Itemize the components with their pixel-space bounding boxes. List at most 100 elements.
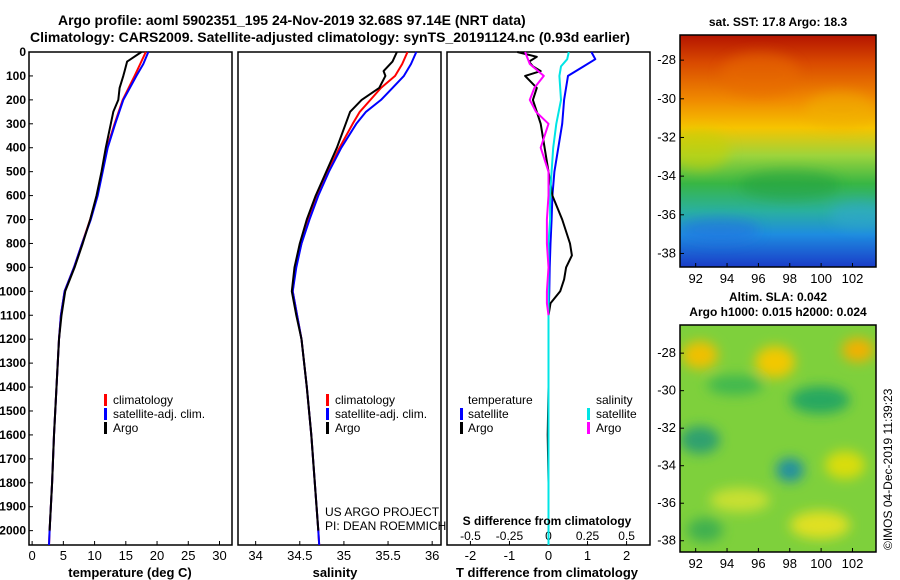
s-diff-tick-label: -0.5 xyxy=(460,529,481,543)
legend-s-satellite-swatch xyxy=(587,408,590,420)
salinity-difference-xlabel: S difference from climatology xyxy=(463,514,632,528)
credit-pi: PI: DEAN ROEMMICH xyxy=(325,519,446,533)
legend-argo-label: Argo xyxy=(113,421,139,435)
temperature-xlabel: temperature (deg C) xyxy=(68,565,192,580)
depth-tick-label: 1000 xyxy=(0,284,26,298)
depth-tick-label: 1700 xyxy=(0,452,26,466)
map-y-tick-label: -30 xyxy=(657,91,676,106)
depth-tick-label: 800 xyxy=(6,236,26,250)
sst-texture xyxy=(680,53,876,242)
x-tick-label: 36 xyxy=(425,548,439,563)
depth-tick-label: 200 xyxy=(6,93,26,107)
series-argo xyxy=(290,51,398,531)
temperature-legend: climatology satellite-adj. clim. Argo xyxy=(104,393,205,435)
legend-t-satellite-swatch xyxy=(460,408,463,420)
legend-climatology-label: climatology xyxy=(335,393,395,407)
depth-tick-label: 400 xyxy=(6,141,26,155)
x-tick-label: 30 xyxy=(212,548,226,563)
x-tick-label: 2 xyxy=(623,548,630,563)
difference-panel: -2 -1 0 1 2 -0.5 -0.25 0 0.25 0.5 temperature sa… xyxy=(446,51,651,580)
salinity-xlabel: salinity xyxy=(313,565,359,580)
sst-map-frame xyxy=(679,34,877,268)
map-x-tick-label: 102 xyxy=(842,271,864,286)
difference-legend-salinity: salinity satellite Argo xyxy=(587,393,637,435)
depth-tick-label: 1500 xyxy=(0,404,26,418)
x-tick-label: 0 xyxy=(545,548,552,563)
s-diff-tick-label: 0.25 xyxy=(576,529,600,543)
x-tick-label: 20 xyxy=(150,548,164,563)
depth-tick-label: 1300 xyxy=(0,356,26,370)
credit-project: US ARGO PROJECT xyxy=(325,505,440,519)
map-y-tick-label: -28 xyxy=(657,52,676,67)
temperature-axes-frame xyxy=(28,51,233,546)
depth-tick-label: 900 xyxy=(6,260,26,274)
x-tick-label: 35.5 xyxy=(375,548,400,563)
legend-satellite-label: satellite-adj. clim. xyxy=(335,407,427,421)
map-x-tick-label: 98 xyxy=(783,556,797,571)
salinity-legend: climatology satellite-adj. clim. Argo xyxy=(326,393,427,435)
sla-map-subtitle: Argo h1000: 0.015 h2000: 0.024 xyxy=(689,305,867,319)
map-x-tick-label: 94 xyxy=(720,271,734,286)
legend-climatology-swatch xyxy=(326,394,329,406)
map-y-tick-label: -36 xyxy=(657,207,676,222)
x-tick-label: 34 xyxy=(248,548,262,563)
depth-tick-label: 1900 xyxy=(0,500,26,514)
imos-credit: ©IMOS 04-Dec-2019 11:39:23 xyxy=(881,388,895,550)
map-y-tick-label: -38 xyxy=(657,533,676,548)
map-x-tick-label: 100 xyxy=(810,271,832,286)
title-line-2: Climatology: CARS2009. Satellite-adjuste… xyxy=(30,29,630,45)
legend-temperature-title: temperature xyxy=(468,393,533,407)
depth-tick-label: 300 xyxy=(6,117,26,131)
series-s-argo xyxy=(524,51,550,316)
temperature-panel: 0100200300400500600700800900100011001200… xyxy=(0,45,451,580)
x-tick-label: -2 xyxy=(465,548,477,563)
legend-s-argo-label: Argo xyxy=(596,421,622,435)
x-tick-label: 35 xyxy=(337,548,351,563)
salinity-axes-frame xyxy=(237,51,442,546)
x-tick-label: -1 xyxy=(504,548,516,563)
legend-t-argo-label: Argo xyxy=(468,421,494,435)
x-tick-label: 0 xyxy=(29,548,36,563)
legend-satellite-label: satellite-adj. clim. xyxy=(113,407,205,421)
map-y-tick-label: -28 xyxy=(657,345,676,360)
map-y-tick-label: -34 xyxy=(657,458,676,473)
map-x-tick-label: 98 xyxy=(783,271,797,286)
salinity-panel: 34 34.5 35 35.5 36 climatology satellite-adj… xyxy=(237,51,446,580)
legend-satellite-swatch xyxy=(326,408,329,420)
series-argo xyxy=(48,51,142,531)
depth-tick-label: 1400 xyxy=(0,380,26,394)
legend-climatology-label: climatology xyxy=(113,393,173,407)
map-x-tick-label: 100 xyxy=(810,556,832,571)
sla-map-title: Altim. SLA: 0.042 xyxy=(729,290,827,304)
sla-map-frame xyxy=(679,324,877,553)
depth-tick-label: 700 xyxy=(6,213,26,227)
x-tick-label: 15 xyxy=(119,548,133,563)
map-x-tick-label: 92 xyxy=(688,271,702,286)
depth-tick-label: 600 xyxy=(6,189,26,203)
series-s-satellite xyxy=(547,51,570,545)
legend-s-satellite-label: satellite xyxy=(596,407,637,421)
depth-tick-label: 500 xyxy=(6,165,26,179)
legend-salinity-title: salinity xyxy=(596,393,633,407)
map-x-tick-label: 96 xyxy=(751,556,765,571)
depth-tick-label: 2000 xyxy=(0,524,26,538)
legend-argo-label: Argo xyxy=(335,421,361,435)
x-tick-label: 1 xyxy=(584,548,591,563)
s-diff-tick-label: 0.5 xyxy=(618,529,635,543)
map-y-tick-label: -32 xyxy=(657,420,676,435)
x-tick-label: 5 xyxy=(60,548,67,563)
x-tick-label: 25 xyxy=(181,548,195,563)
sla-texture xyxy=(680,338,874,542)
map-y-tick-label: -34 xyxy=(657,168,676,183)
depth-tick-label: 1800 xyxy=(0,476,26,490)
depth-tick-label: 1600 xyxy=(0,428,26,442)
sst-map-panel: sat. SST: 17.8 Argo: 18.3 92 94 96 98 100 102… xyxy=(657,15,877,286)
depth-tick-label: 1100 xyxy=(0,308,26,322)
legend-argo-swatch xyxy=(326,422,329,434)
depth-tick-label: 1200 xyxy=(0,332,26,346)
legend-satellite-swatch xyxy=(104,408,107,420)
legend-climatology-swatch xyxy=(104,394,107,406)
map-x-tick-label: 102 xyxy=(842,556,864,571)
map-y-tick-label: -38 xyxy=(657,245,676,260)
